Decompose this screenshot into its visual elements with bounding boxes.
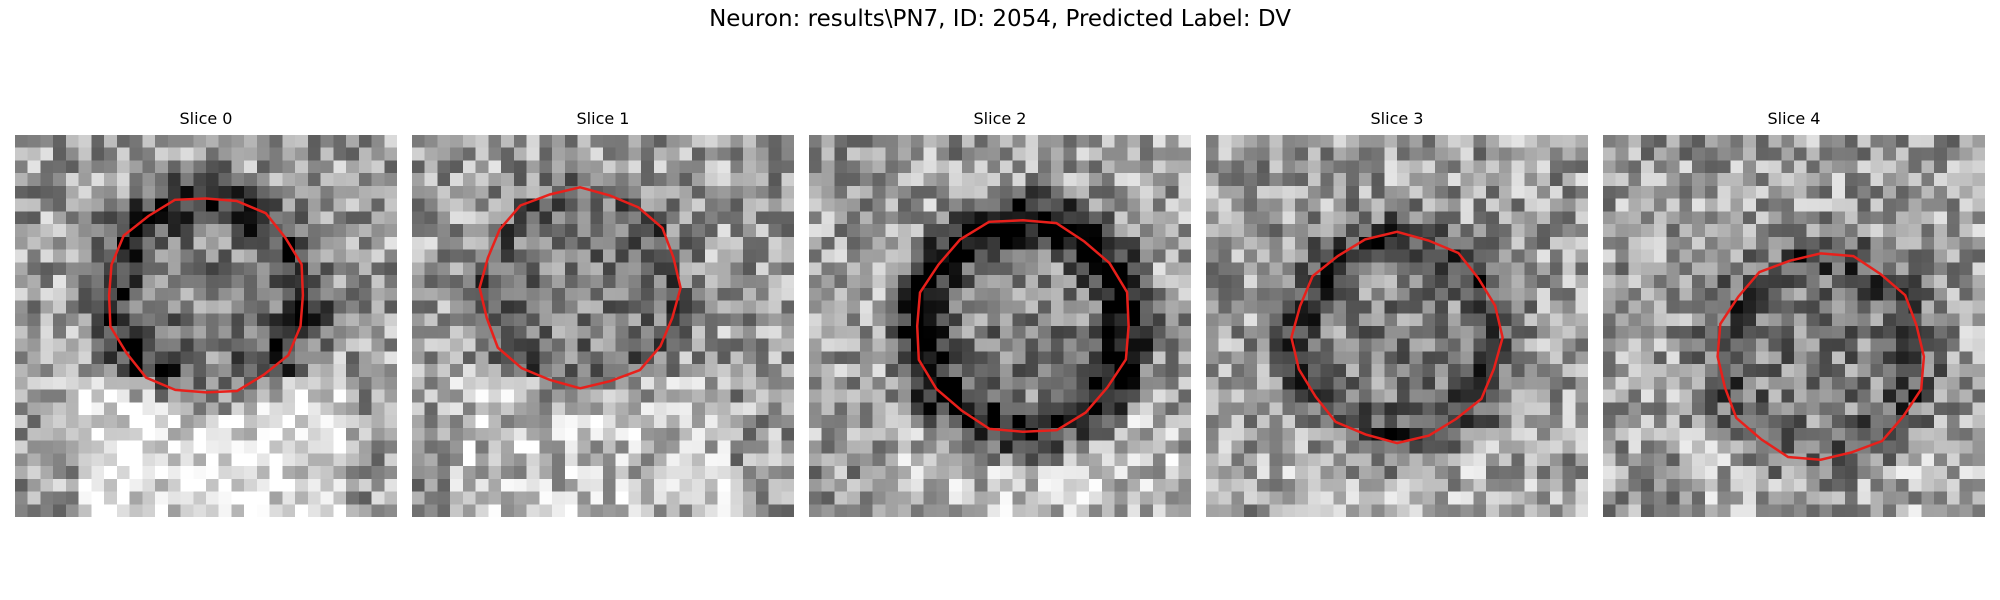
outline-polygon	[1716, 252, 1926, 461]
slice-title: Slice 2	[973, 109, 1027, 128]
neuron-outline	[1290, 230, 1504, 445]
slice-panel-4: Slice 4	[1603, 108, 1985, 517]
microscopy-image	[1603, 135, 1985, 517]
slice-image	[809, 135, 1191, 517]
slice-title: Slice 4	[1767, 109, 1821, 128]
slice-panel-0: Slice 0	[15, 108, 397, 517]
slice-title: Slice 3	[1370, 109, 1424, 128]
neuron-outline	[1716, 252, 1926, 461]
neuron-outline	[478, 186, 682, 390]
microscopy-image	[809, 135, 1191, 517]
slice-panel-1: Slice 1	[412, 108, 794, 517]
slice-title: Slice 1	[576, 109, 630, 128]
microscopy-image	[1206, 135, 1588, 517]
slice-image	[1206, 135, 1588, 517]
neuron-outline	[915, 219, 1130, 433]
neuron-outline	[107, 197, 305, 394]
slice-image	[1603, 135, 1985, 517]
outline-polygon	[1290, 230, 1504, 445]
outline-polygon	[478, 186, 682, 390]
slice-panel-2: Slice 2	[809, 108, 1191, 517]
outline-polygon	[915, 219, 1130, 433]
slice-title: Slice 0	[179, 109, 233, 128]
figure-title: Neuron: results\PN7, ID: 2054, Predicted…	[709, 6, 1291, 32]
outline-polygon	[107, 197, 305, 394]
microscopy-image	[412, 135, 794, 517]
slice-image	[15, 135, 397, 517]
slice-panel-3: Slice 3	[1206, 108, 1588, 517]
slice-image	[412, 135, 794, 517]
